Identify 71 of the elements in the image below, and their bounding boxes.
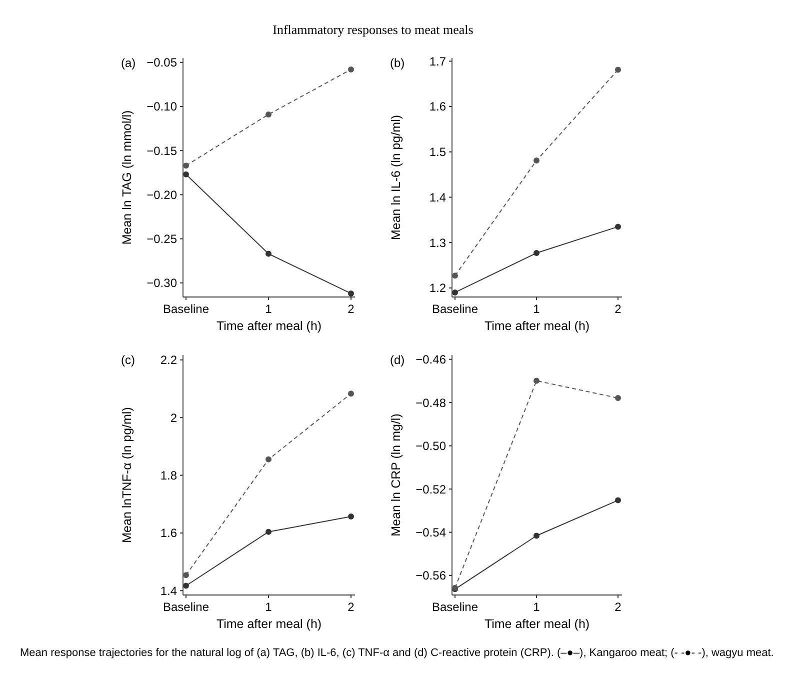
x-tick-label: 2: [614, 302, 622, 316]
y-tick-label: −0.56: [416, 568, 446, 583]
x-tick-label: 2: [614, 600, 622, 614]
point: [348, 290, 354, 296]
point: [183, 582, 189, 589]
x-tick-label: 1: [265, 302, 272, 316]
y-tick-label: 2: [170, 410, 178, 425]
x-axis-title: Time after meal (h): [216, 319, 322, 333]
point: [183, 572, 189, 578]
x-axis-title: Time after meal (h): [484, 617, 590, 631]
point: [266, 528, 272, 535]
y-tick-label: 1.4: [429, 190, 446, 204]
point: [452, 289, 458, 296]
y-tick-label: 1.3: [429, 236, 446, 250]
x-tick-label: Baseline: [432, 600, 478, 614]
point: [534, 532, 540, 539]
x-tick-label: 1: [265, 600, 272, 614]
x-tick-label: 2: [348, 600, 355, 614]
chart-title: (c): [121, 353, 135, 367]
y-tick-label: −0.30: [146, 276, 178, 290]
point: [266, 250, 272, 257]
point: [452, 272, 458, 279]
x-tick-label: Baseline: [432, 302, 478, 316]
point: [615, 497, 621, 504]
point: [615, 395, 621, 402]
y-tick-label: −0.50: [416, 439, 446, 454]
y-tick-label: 1.7: [429, 54, 446, 68]
y-tick-label: 1.6: [429, 100, 446, 114]
x-tick-label: Baseline: [162, 600, 210, 614]
y-tick-label: −0.54: [416, 525, 446, 540]
y-tick-label: 1.6: [160, 526, 178, 540]
point: [266, 111, 272, 118]
x-tick-label: Baseline: [162, 302, 210, 316]
y-axis-title: Mean ln CRP (ln mg/l): [389, 414, 403, 536]
y-tick-label: 1.2: [429, 281, 446, 296]
point: [534, 378, 540, 384]
chart-title: (d): [390, 353, 405, 367]
point: [615, 66, 621, 73]
chart-title: (a): [121, 56, 136, 70]
y-tick-label: 1.4: [160, 584, 178, 598]
y-tick-label: 1.8: [160, 468, 178, 482]
text: Mean response trajectories for the natural log of (a) TAG, (b) IL-6, (c) TNF-α and (d) C-reactive protein (CRP). (–●–), Kangaroo meat; (- -●- -), wagyu meat.: [20, 647, 774, 659]
y-axis-title: Mean lnTNF-α (ln pg/ml): [120, 407, 134, 543]
point: [534, 157, 540, 164]
point: [348, 514, 354, 520]
x-axis-title: Time after meal (h): [216, 617, 322, 631]
point: [266, 456, 272, 462]
y-tick-label: 1.5: [429, 145, 446, 160]
y-tick-label: −0.05: [146, 56, 178, 70]
y-tick-label: 2.2: [160, 353, 178, 368]
point: [348, 390, 354, 397]
chart-title: (b): [390, 56, 405, 70]
point: [615, 224, 621, 230]
y-tick-label: −0.10: [146, 100, 178, 114]
point: [183, 171, 189, 178]
x-axis-title: Time after meal (h): [484, 319, 590, 333]
y-tick-label: −0.48: [416, 396, 446, 410]
y-axis-title: Mean ln IL-6 (ln pg/ml): [389, 114, 403, 240]
point: [534, 250, 540, 256]
point: [183, 162, 189, 169]
y-tick-label: −0.20: [146, 188, 178, 202]
y-tick-label: −0.52: [416, 482, 446, 496]
y-tick-label: −0.46: [416, 352, 446, 367]
y-axis-title: Mean ln TAG (ln mmol/l): [120, 110, 134, 245]
x-tick-label: 1: [533, 302, 540, 316]
y-tick-label: −0.15: [146, 144, 178, 158]
point: [348, 66, 354, 72]
x-tick-label: 1: [533, 600, 540, 614]
text: Inflammatory responses to meat meals: [272, 22, 474, 37]
x-tick-label: 2: [348, 302, 355, 316]
y-tick-label: −0.25: [146, 232, 178, 246]
